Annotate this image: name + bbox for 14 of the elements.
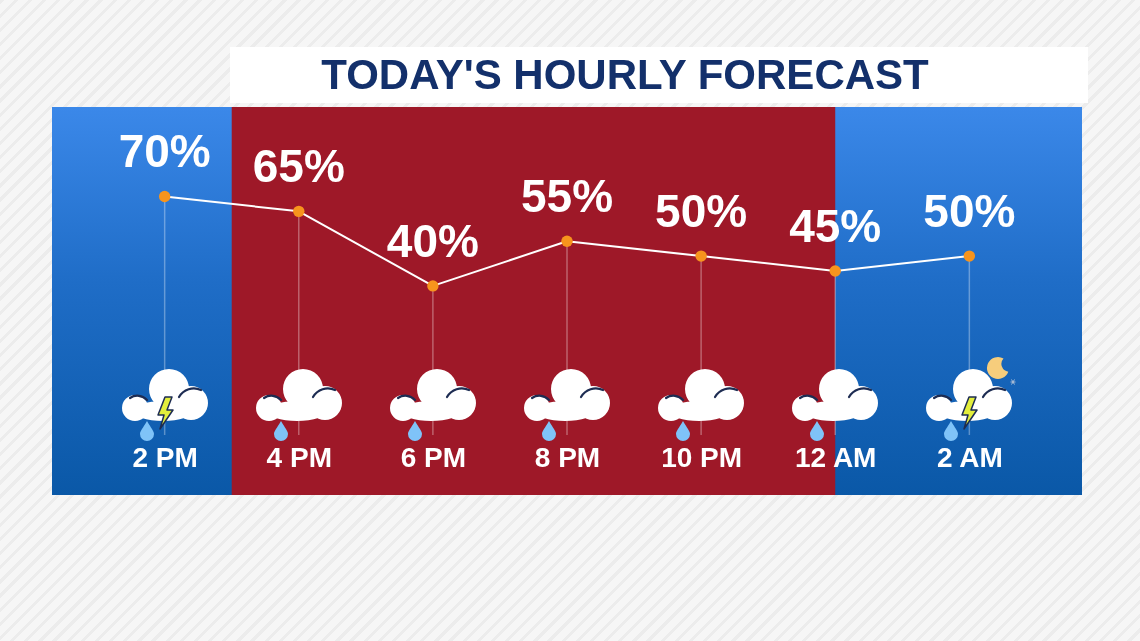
x-tick-label: 6 PM	[400, 441, 467, 473]
x-tick-label: 2 PM	[132, 441, 198, 473]
x-tick-label: 4 PM	[266, 441, 332, 473]
x-tick-label: 10 PM	[661, 441, 743, 473]
chart-title: TODAY'S HOURLY FORECAST	[321, 51, 929, 99]
data-label: 70%	[118, 125, 211, 178]
data-label: 50%	[655, 185, 748, 238]
data-label: 55%	[520, 170, 614, 223]
data-label: 50%	[923, 185, 1016, 238]
x-tick-label: 2 AM	[936, 441, 1003, 473]
x-tick-label: 8 PM	[534, 441, 601, 473]
data-label: 40%	[386, 214, 479, 267]
data-label: 65%	[252, 140, 345, 193]
data-label: 45%	[789, 200, 882, 252]
